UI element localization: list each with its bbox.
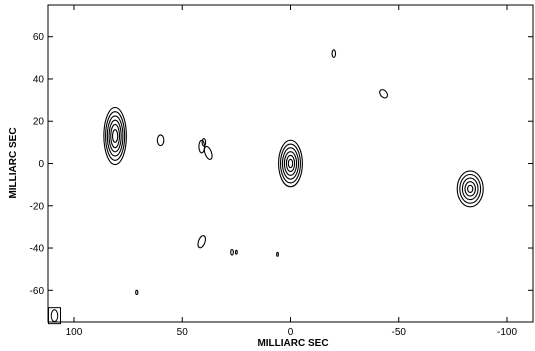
source-component bbox=[379, 89, 389, 99]
y-tick-label: -40 bbox=[30, 244, 45, 255]
source-component bbox=[276, 251, 279, 257]
contour-level bbox=[230, 248, 234, 256]
y-axis-label: MILLIARC SEC bbox=[8, 127, 19, 198]
source-component bbox=[234, 249, 238, 255]
x-tick-label: -50 bbox=[392, 327, 407, 338]
source-component bbox=[156, 134, 165, 147]
contour-level bbox=[234, 249, 238, 255]
x-tick-label: -100 bbox=[497, 327, 517, 338]
contour-level bbox=[108, 119, 122, 153]
contour-level bbox=[201, 138, 207, 147]
contour-level bbox=[276, 251, 279, 257]
x-tick-label: 50 bbox=[177, 327, 189, 338]
contour-level bbox=[203, 145, 213, 160]
y-tick-label: 40 bbox=[33, 74, 45, 85]
axis-ticks bbox=[48, 5, 533, 322]
contour-level bbox=[379, 89, 389, 99]
contour-level bbox=[110, 123, 121, 149]
source-component bbox=[278, 139, 303, 188]
contour-level bbox=[278, 139, 303, 188]
contour-level bbox=[285, 154, 296, 173]
contour-level bbox=[287, 158, 294, 169]
contour-level bbox=[281, 147, 300, 180]
contour-level bbox=[106, 115, 124, 157]
contour-components bbox=[103, 49, 484, 296]
source-component bbox=[201, 138, 207, 147]
contour-level bbox=[464, 181, 476, 197]
contour-level bbox=[197, 235, 207, 249]
y-tick-label: 20 bbox=[33, 117, 45, 128]
x-tick-labels: 100 50 0 -50 -100 bbox=[66, 327, 518, 338]
beam-marker bbox=[47, 307, 61, 325]
contour-level bbox=[135, 289, 139, 296]
source-component bbox=[331, 49, 337, 58]
y-tick-label: -60 bbox=[30, 286, 45, 297]
source-component bbox=[197, 235, 207, 249]
contour-level bbox=[283, 151, 298, 176]
source-component bbox=[230, 248, 234, 256]
contour-level bbox=[105, 111, 126, 161]
source-component bbox=[103, 106, 127, 166]
contour-level bbox=[103, 106, 127, 166]
source-component bbox=[203, 145, 213, 160]
beam-box bbox=[47, 307, 61, 325]
source-component bbox=[456, 170, 484, 208]
beam-ellipse bbox=[50, 309, 59, 323]
source-component bbox=[135, 289, 139, 296]
plot-frame bbox=[47, 4, 534, 323]
y-tick-label: 60 bbox=[33, 32, 45, 43]
x-tick-label: 100 bbox=[66, 327, 83, 338]
contour-level bbox=[467, 184, 474, 194]
contour-level bbox=[156, 134, 165, 147]
x-tick-label: 0 bbox=[288, 327, 294, 338]
contour-level bbox=[461, 177, 479, 201]
contour-level bbox=[331, 49, 337, 58]
y-tick-label: -20 bbox=[30, 201, 45, 212]
y-tick-labels: 60 40 20 0 -20 -40 -60 bbox=[30, 32, 45, 297]
contour-level bbox=[456, 170, 484, 208]
contour-level bbox=[459, 173, 482, 204]
x-axis-label: MILLIARC SEC bbox=[257, 338, 328, 349]
contour-level bbox=[111, 129, 119, 143]
y-tick-label: 0 bbox=[38, 159, 44, 170]
contour-level bbox=[279, 143, 302, 184]
